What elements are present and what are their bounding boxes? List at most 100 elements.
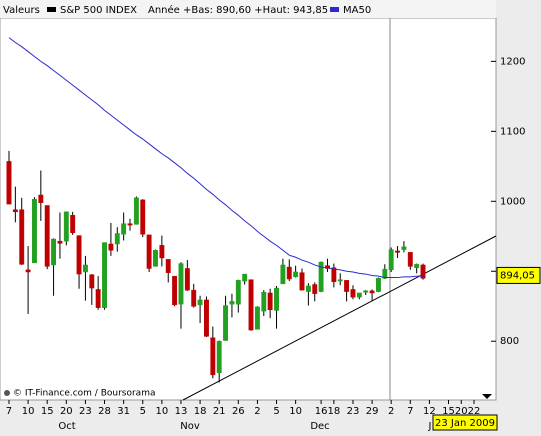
scroll-arrow	[482, 394, 492, 399]
source-icon	[4, 390, 10, 396]
x-tick-label: 20	[60, 406, 73, 417]
month-label: Dec	[310, 421, 329, 432]
x-tick-label: 10	[22, 406, 35, 417]
source: © IT-Finance.com / Boursorama	[13, 389, 155, 399]
candle-body	[95, 289, 101, 308]
candle-body	[274, 287, 279, 311]
candle-body	[261, 292, 267, 312]
candle-body	[337, 279, 343, 282]
candle-body	[121, 223, 127, 235]
plot-area	[0, 17, 497, 401]
legend-bar	[0, 0, 496, 18]
candle-body	[382, 268, 388, 279]
candle-body	[248, 279, 254, 331]
legend-swatch	[330, 7, 339, 12]
last-value-box	[496, 266, 541, 284]
candle-body	[6, 161, 12, 205]
x-tick-label: 16	[315, 406, 328, 417]
candle-body	[153, 250, 158, 267]
x-tick-label: 7	[407, 406, 413, 417]
candle-body	[293, 271, 299, 278]
x-tick-label: 5	[273, 406, 279, 417]
month-label: Nov	[180, 421, 200, 432]
candle-body	[401, 246, 407, 250]
x-tick-label: 26	[232, 406, 245, 417]
candle-body	[32, 198, 37, 264]
candle-body	[318, 261, 324, 292]
candle-body	[204, 299, 209, 337]
legend-label: S&P 500 INDEX	[60, 5, 137, 16]
y-tick-label: 1200	[500, 56, 525, 67]
candle-body	[375, 278, 381, 292]
candle-body	[305, 285, 311, 292]
candle-body	[280, 264, 286, 285]
x-tick-label: 15	[41, 406, 54, 417]
y-tick-label: 800	[500, 336, 519, 347]
candle-body	[197, 299, 203, 306]
legend-label: MA50	[343, 5, 371, 16]
candle-body	[254, 306, 260, 330]
candle-body	[184, 268, 190, 291]
x-tick-label: 13	[175, 406, 188, 417]
chart-layer: 800900100011001200OctNovDecJ710152023283…	[6, 37, 541, 432]
date-label: 23 Jan 2009	[435, 418, 495, 429]
ma-line	[8, 37, 424, 279]
x-tick-label: 31	[117, 406, 130, 417]
legend-swatch	[47, 7, 56, 12]
header: Valeurs	[3, 5, 40, 16]
candle-body	[363, 290, 369, 293]
candle-body	[114, 233, 120, 245]
candle-body	[414, 264, 420, 269]
candle-body	[312, 284, 318, 294]
x-tick-label: 22	[468, 406, 481, 417]
candle-body	[70, 215, 76, 234]
x-tick-label: 15	[442, 406, 455, 417]
date-box	[432, 414, 498, 431]
x-tick-label: 21	[213, 406, 226, 417]
candle-body	[165, 259, 171, 273]
x-tick-label: 7	[6, 406, 12, 417]
x-tick-label: 18	[194, 406, 207, 417]
candle-body	[178, 263, 184, 305]
candle-body	[369, 290, 375, 294]
candle-body	[299, 272, 305, 291]
x-tick-label: 23	[79, 406, 92, 417]
candle-body	[159, 245, 165, 259]
y-tick-label: 1000	[500, 196, 525, 207]
x-tick-label: 20	[455, 406, 468, 417]
candle-body	[146, 234, 152, 269]
candle-body	[395, 250, 401, 253]
candle-body	[63, 211, 69, 242]
x-tick-label: 12	[423, 406, 436, 417]
candle-body	[19, 209, 25, 265]
x-tick-label: 2	[388, 406, 394, 417]
candle-body	[344, 280, 350, 292]
trend-line	[182, 235, 497, 401]
candle-body	[210, 337, 216, 376]
candle-body	[89, 274, 95, 289]
x-tick-label: 29	[366, 406, 379, 417]
candle-body	[216, 340, 222, 373]
candle-body	[25, 269, 31, 273]
candle-body	[127, 223, 133, 226]
y-tick-label: 1100	[500, 126, 525, 137]
range-label: Année +Bas: 890,60 +Haut: 943,85	[148, 4, 328, 16]
candle-body	[267, 292, 273, 310]
candle-body	[191, 289, 197, 307]
candle-body	[242, 273, 248, 282]
x-tick-label: 2	[254, 406, 260, 417]
x-tick-label: 10	[155, 406, 168, 417]
candle-body	[286, 266, 292, 280]
last-value-label: 894,05	[500, 270, 535, 281]
month-label: Oct	[58, 421, 75, 432]
candle-body	[38, 194, 44, 203]
candle-body	[51, 238, 57, 266]
month-label: J	[428, 421, 432, 432]
candle-body	[223, 305, 229, 341]
candle-body	[420, 264, 426, 279]
candle-body	[350, 289, 356, 298]
candle-body	[331, 267, 337, 283]
candle-body	[82, 264, 88, 273]
candle-body	[57, 240, 63, 244]
